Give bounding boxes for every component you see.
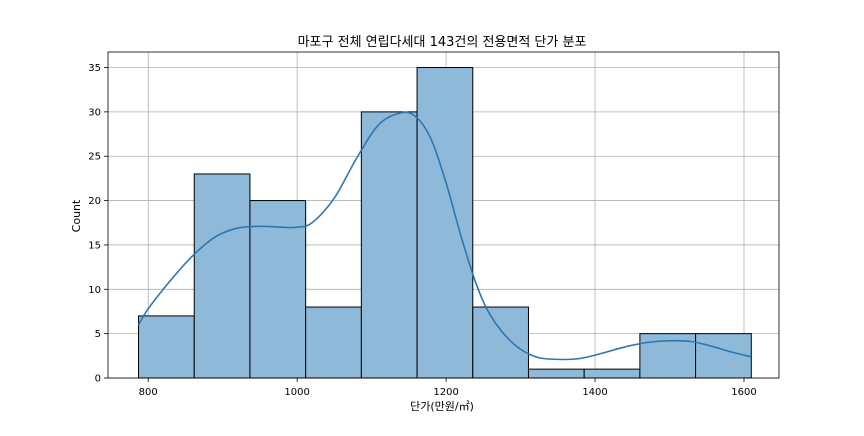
y-tick-label: 25 [88, 152, 101, 163]
y-tick-label: 15 [88, 240, 101, 251]
y-tick-label: 30 [88, 107, 101, 118]
kde-curve [137, 111, 751, 361]
histogram-bar [416, 67, 474, 379]
histogram-bar [583, 368, 641, 379]
y-tick-label: 0 [95, 374, 101, 385]
x-tick-label: 800 [139, 387, 158, 398]
x-tick-label: 1200 [433, 387, 458, 398]
histogram-bar [527, 368, 585, 379]
histogram-bar [472, 306, 529, 379]
x-tick-label: 1600 [731, 387, 756, 398]
y-tick-label: 10 [88, 285, 101, 296]
x-tick-label: 1400 [582, 387, 607, 398]
chart-title: 마포구 전체 연립다세대 143건의 전용면적 단가 분포 [298, 35, 587, 50]
axes-frame [107, 51, 780, 379]
x-tick-label: 1000 [284, 387, 309, 398]
y-tick-label: 20 [88, 196, 101, 207]
histogram-bar [193, 173, 251, 379]
y-axis-ticks: 0 5 10 15 20 25 30 35 [88, 63, 108, 385]
histogram-bar [305, 306, 362, 379]
kde-curve-group [137, 111, 751, 361]
y-tick-label: 35 [88, 63, 101, 74]
x-axis-label: 단가(만원/㎡) [410, 400, 474, 413]
histogram-bar [695, 333, 752, 379]
histogram-bars [138, 67, 752, 379]
y-axis-label: Count [70, 199, 83, 232]
x-axis-ticks: 800 1000 1200 1400 1600 [139, 378, 757, 398]
y-tick-label: 5 [95, 329, 101, 340]
histogram-bar [138, 315, 195, 379]
histogram-bar [360, 111, 418, 379]
